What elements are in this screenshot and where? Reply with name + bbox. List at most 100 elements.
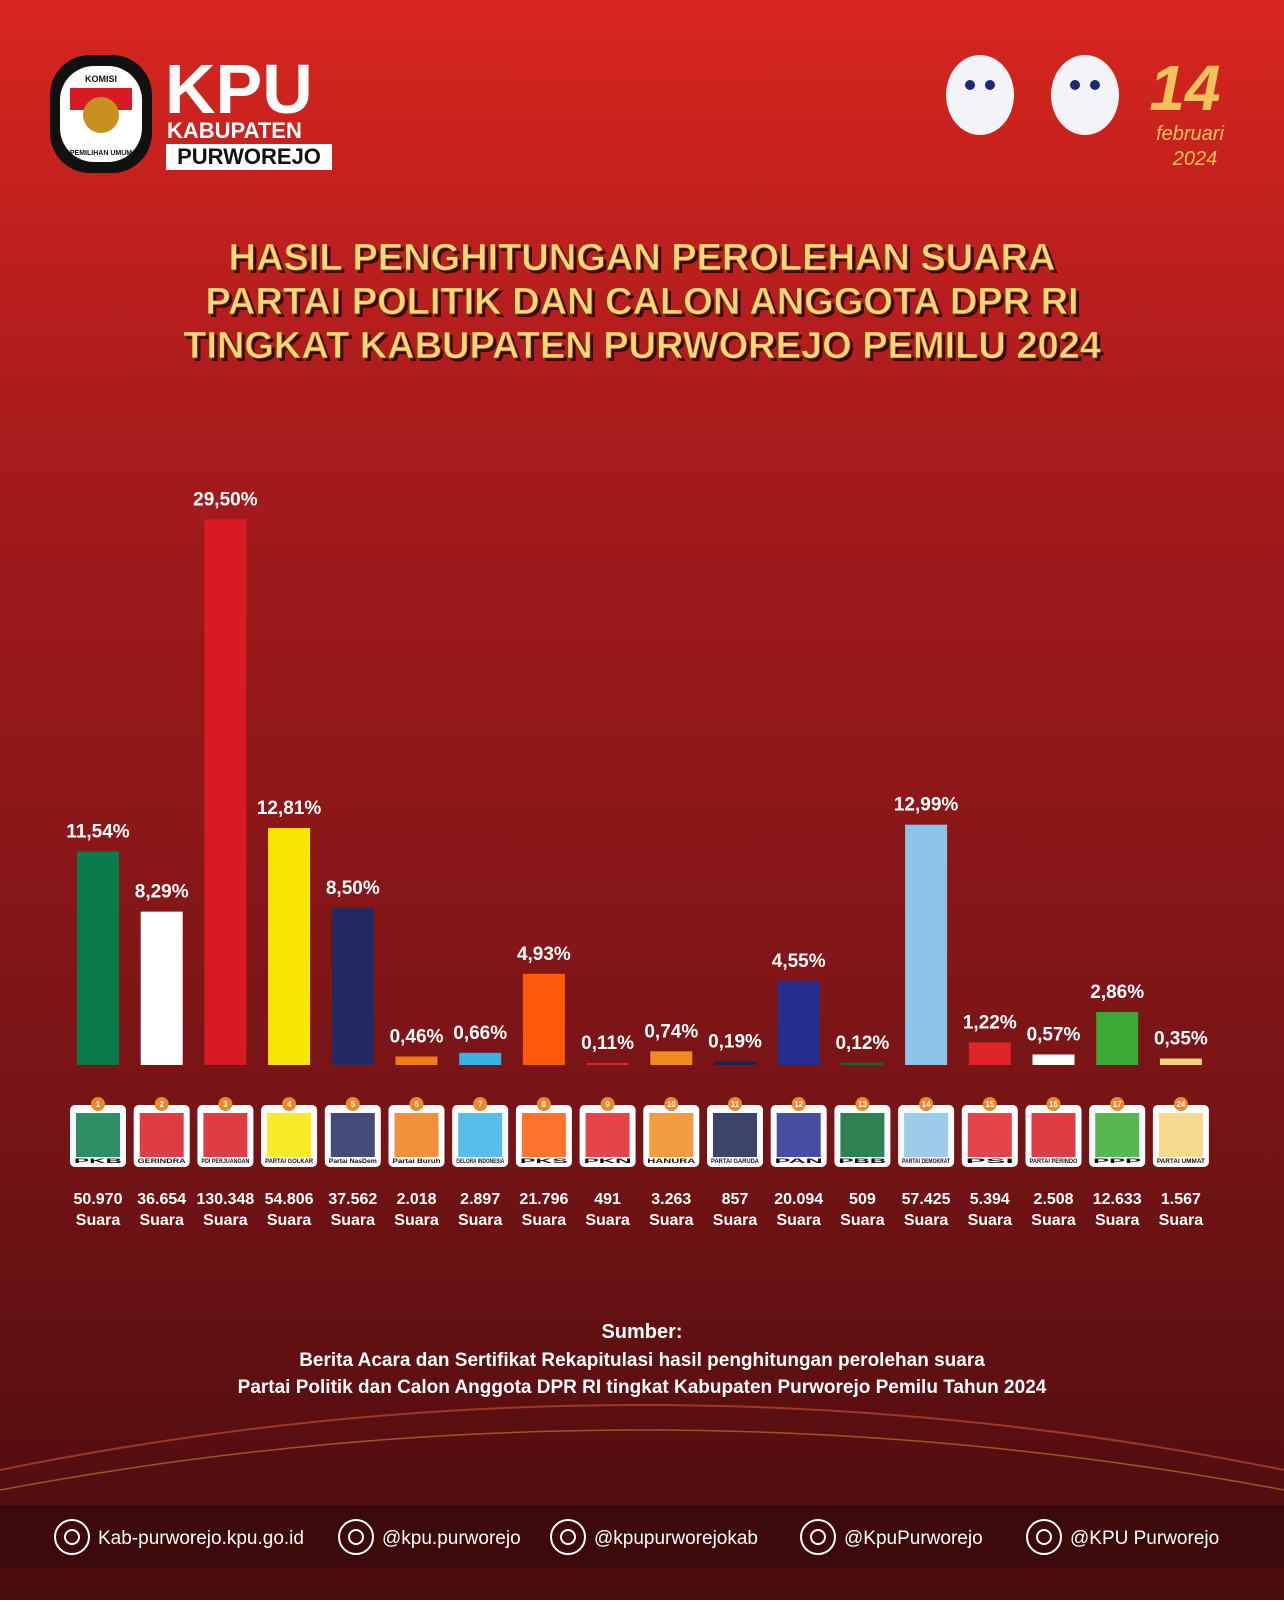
title-shadow: PARTAI POLITIK DAN CALON ANGGOTA DPR RI xyxy=(208,284,1081,326)
bar xyxy=(522,973,565,1065)
party-logo xyxy=(649,1113,694,1157)
party-number-badge xyxy=(536,1097,551,1111)
party-number-badge xyxy=(1110,1097,1125,1111)
party-number-badge xyxy=(600,1097,615,1111)
vote-unit: Suara xyxy=(331,1212,376,1229)
vote-unit: Suara xyxy=(776,1212,821,1229)
bar xyxy=(841,1062,884,1065)
party-logo xyxy=(330,1113,375,1157)
source-line: Berita Acara dan Sertifikat Rekapitulasi… xyxy=(299,1350,985,1371)
party-number: 5 xyxy=(351,1100,356,1109)
vote-unit: Suara xyxy=(649,1212,694,1229)
vote-unit: Suara xyxy=(1095,1212,1140,1229)
party-logo xyxy=(458,1113,503,1157)
party-number-badge xyxy=(473,1097,488,1111)
party-number-badge xyxy=(91,1097,105,1111)
chart-title: HASIL PENGHITUNGAN PEROLEHAN SUARA xyxy=(229,237,1056,279)
vote-unit: Suara xyxy=(522,1212,567,1229)
mascots xyxy=(946,55,1119,135)
social-icon-glyph xyxy=(560,1529,576,1545)
party-logo xyxy=(1158,1113,1203,1157)
brand: KPU xyxy=(165,50,313,128)
social-handle: @kpu.purworejo xyxy=(382,1528,521,1549)
party-number-badge xyxy=(1046,1097,1061,1111)
social-icon xyxy=(54,1519,90,1555)
vote-count: 3.263 xyxy=(651,1191,691,1208)
vote-unit: Suara xyxy=(713,1212,758,1229)
decor-arc xyxy=(0,1429,1284,1491)
bar xyxy=(968,1042,1011,1065)
vote-count: 491 xyxy=(594,1191,621,1208)
party-name: PKN xyxy=(584,1159,632,1165)
party-name: PPP xyxy=(1093,1159,1141,1165)
social-handle: @kpupurworejokab xyxy=(594,1528,758,1549)
value-label: 0,46% xyxy=(390,1026,444,1047)
vote-count: 857 xyxy=(722,1191,749,1208)
party-number-badge xyxy=(218,1097,233,1111)
vote-count: 2.508 xyxy=(1033,1191,1073,1208)
social-icon xyxy=(1026,1519,1062,1555)
brand-box xyxy=(166,144,332,170)
party-name: GERINDRA xyxy=(138,1159,187,1165)
bar xyxy=(650,1051,693,1065)
party-number: 10 xyxy=(667,1100,676,1109)
source-heading: Sumber: xyxy=(601,1321,682,1343)
bar xyxy=(395,1056,438,1065)
value-label: 12,99% xyxy=(894,795,959,816)
decor-arc xyxy=(0,1404,1284,1471)
vote-count: 57.425 xyxy=(902,1191,951,1208)
social-icon xyxy=(800,1519,836,1555)
vote-unit: Suara xyxy=(585,1212,630,1229)
value-label: 29,50% xyxy=(193,489,258,510)
title-shadow: TINGKAT KABUPATEN PURWOREJO PEMILU 2024 xyxy=(186,328,1104,370)
social-icon xyxy=(338,1519,374,1555)
vote-count: 130.348 xyxy=(196,1191,254,1208)
vote-count: 2.897 xyxy=(460,1191,500,1208)
party-number: 7 xyxy=(478,1100,483,1109)
bar xyxy=(331,907,374,1065)
bar xyxy=(268,828,311,1065)
bar xyxy=(77,851,119,1065)
party-name: PKS xyxy=(520,1159,568,1165)
party-number: 3 xyxy=(223,1100,228,1109)
vote-unit: Suara xyxy=(1031,1212,1076,1229)
value-label: 0,12% xyxy=(835,1033,889,1054)
party-number: 24 xyxy=(1176,1100,1185,1109)
bar xyxy=(905,824,948,1065)
bar xyxy=(777,980,820,1065)
vote-count: 37.562 xyxy=(328,1191,377,1208)
social-icon-glyph xyxy=(348,1529,364,1545)
value-label: 0,66% xyxy=(453,1023,507,1044)
party-logo xyxy=(713,1113,757,1157)
chart-title: TINGKAT KABUPATEN PURWOREJO PEMILU 2024 xyxy=(183,325,1101,367)
bar xyxy=(1032,1054,1075,1065)
vote-unit: Suara xyxy=(840,1212,885,1229)
bar xyxy=(1096,1012,1139,1065)
bar xyxy=(1159,1058,1202,1065)
vote-unit: Suara xyxy=(904,1212,949,1229)
vote-unit: Suara xyxy=(968,1212,1013,1229)
vote-unit: Suara xyxy=(139,1212,184,1229)
vote-count: 36.654 xyxy=(137,1191,186,1208)
party-logo xyxy=(1095,1113,1140,1157)
party-number: 11 xyxy=(731,1100,740,1109)
party-number: 17 xyxy=(1113,1100,1122,1109)
vote-count: 1.567 xyxy=(1161,1191,1201,1208)
vote-unit: Suara xyxy=(394,1212,439,1229)
brand-sub: PURWOREJO xyxy=(177,144,321,169)
value-label: 1,22% xyxy=(963,1012,1017,1033)
party-logo xyxy=(904,1113,949,1157)
bar xyxy=(714,1061,756,1065)
value-label: 4,93% xyxy=(517,944,571,965)
party-number-badge xyxy=(982,1097,997,1111)
party-name: PSI xyxy=(966,1159,1016,1165)
value-label: 0,35% xyxy=(1154,1029,1208,1050)
party-number-badge xyxy=(728,1097,742,1111)
value-label: 8,29% xyxy=(135,882,189,903)
social-handle: @KpuPurworejo xyxy=(844,1528,983,1549)
bar xyxy=(586,1062,629,1065)
party-name: PARTAI DEMOKRAT xyxy=(902,1159,950,1165)
source-line: Partai Politik dan Calon Anggota DPR RI … xyxy=(238,1377,1047,1398)
